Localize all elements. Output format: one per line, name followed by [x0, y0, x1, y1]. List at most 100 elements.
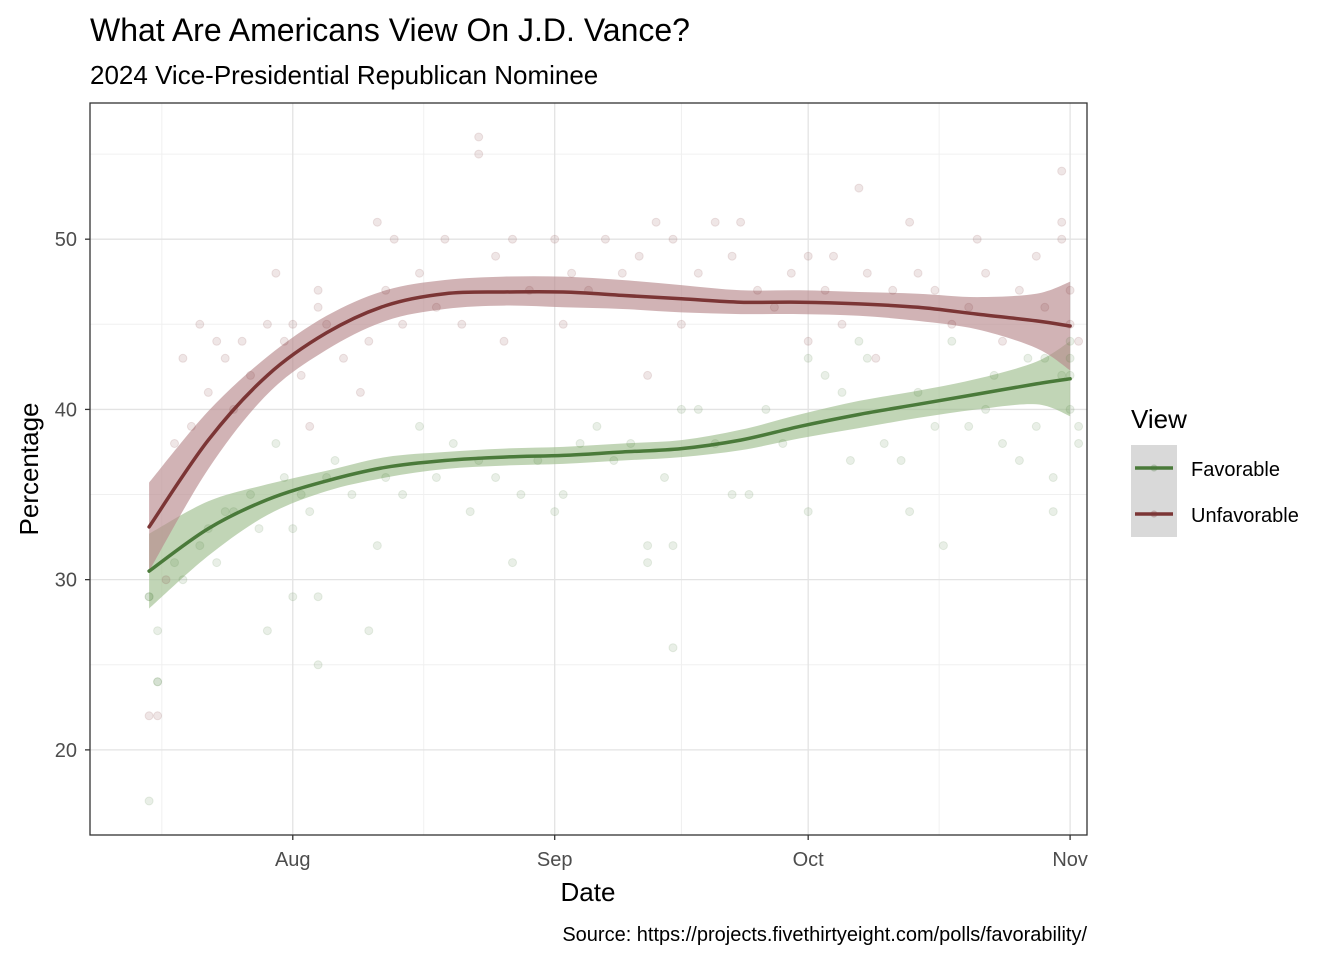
point-unfavorable: [947, 319, 957, 329]
point-unfavorable: [803, 336, 813, 346]
point-favorable: [246, 490, 255, 499]
point-favorable: [803, 353, 813, 363]
point-favorable: [938, 541, 948, 551]
y-tick-label: 30: [55, 570, 77, 592]
point-favorable: [1074, 421, 1084, 431]
point-favorable: [491, 473, 501, 482]
point-unfavorable: [153, 711, 163, 721]
point-favorable: [271, 439, 281, 448]
y-tick-label: 20: [55, 740, 77, 762]
point-favorable: [727, 490, 737, 499]
point-favorable: [668, 541, 678, 551]
point-favorable: [330, 456, 340, 465]
point-favorable: [930, 421, 940, 431]
source-caption: Source: https://projects.fivethirtyeight…: [562, 924, 1087, 946]
point-unfavorable: [1074, 336, 1084, 346]
point-favorable: [313, 660, 323, 670]
point-favorable: [170, 558, 179, 568]
point-favorable: [744, 490, 754, 499]
point-favorable: [212, 558, 222, 568]
point-unfavorable: [1057, 217, 1067, 227]
point-unfavorable: [913, 268, 923, 278]
legend-label-favorable: Favorable: [1191, 459, 1280, 481]
point-favorable: [626, 439, 636, 448]
point-favorable: [837, 387, 847, 397]
point-unfavorable: [1057, 234, 1067, 244]
point-favorable: [288, 592, 298, 602]
point-unfavorable: [262, 319, 272, 329]
point-unfavorable: [322, 319, 332, 329]
point-favorable: [398, 490, 408, 499]
point-favorable: [668, 643, 678, 653]
point-unfavorable: [651, 217, 661, 227]
x-tick-label: Oct: [793, 849, 825, 871]
point-favorable: [262, 626, 272, 636]
point-unfavorable: [271, 268, 281, 278]
confidence-bands: [149, 276, 1071, 609]
point-favorable: [905, 507, 915, 517]
point-favorable: [1065, 404, 1075, 414]
point-unfavorable: [753, 285, 762, 295]
point-unfavorable: [313, 302, 323, 312]
point-unfavorable: [195, 319, 205, 329]
point-unfavorable: [736, 217, 746, 227]
point-unfavorable: [398, 319, 408, 329]
point-unfavorable: [220, 353, 230, 363]
smooth-lines: [147, 289, 1072, 573]
point-favorable: [998, 439, 1007, 448]
x-tick-label: Aug: [275, 849, 311, 871]
point-unfavorable: [829, 251, 838, 261]
point-favorable: [609, 456, 619, 465]
point-favorable: [1040, 353, 1050, 363]
point-unfavorable: [186, 421, 196, 431]
point-unfavorable: [1057, 166, 1067, 176]
point-unfavorable: [617, 268, 627, 278]
point-unfavorable: [676, 319, 686, 329]
point-favorable: [313, 592, 323, 602]
point-favorable: [1048, 507, 1058, 517]
chart-title: What Are Americans View On J.D. Vance?: [90, 12, 690, 48]
point-favorable: [676, 404, 686, 414]
point-unfavorable: [1065, 285, 1075, 295]
point-unfavorable: [871, 353, 881, 363]
point-unfavorable: [313, 285, 323, 295]
point-unfavorable: [389, 234, 399, 244]
point-unfavorable: [837, 319, 847, 329]
point-favorable: [558, 490, 568, 499]
point-favorable: [254, 524, 264, 534]
point-unfavorable: [600, 234, 610, 244]
point-favorable: [1048, 473, 1058, 482]
point-favorable: [1031, 421, 1041, 431]
point-favorable: [144, 592, 154, 602]
point-unfavorable: [372, 217, 382, 227]
point-unfavorable: [727, 251, 737, 261]
point-favorable: [347, 490, 357, 499]
point-favorable: [431, 473, 441, 482]
point-favorable: [178, 575, 188, 585]
legend-label-unfavorable: Unfavorable: [1191, 505, 1299, 527]
point-favorable: [305, 507, 315, 517]
point-unfavorable: [803, 251, 813, 261]
point-favorable: [913, 387, 923, 397]
point-unfavorable: [508, 234, 517, 244]
point-favorable: [660, 473, 669, 482]
point-favorable: [761, 404, 771, 414]
point-favorable: [592, 421, 602, 431]
point-unfavorable: [905, 217, 915, 227]
point-unfavorable: [279, 336, 289, 346]
point-favorable: [803, 507, 813, 517]
point-unfavorable: [786, 268, 796, 278]
point-favorable: [465, 507, 475, 517]
point-favorable: [372, 541, 382, 551]
point-unfavorable: [305, 421, 315, 431]
point-unfavorable: [998, 336, 1007, 346]
point-favorable: [279, 473, 289, 482]
plot-border: [89, 102, 1088, 836]
point-favorable: [854, 336, 864, 346]
point-favorable: [575, 439, 585, 448]
point-unfavorable: [491, 251, 501, 261]
point-favorable: [288, 524, 298, 534]
point-unfavorable: [364, 336, 374, 346]
point-favorable: [144, 592, 154, 602]
y-tick-label: 40: [55, 399, 77, 421]
